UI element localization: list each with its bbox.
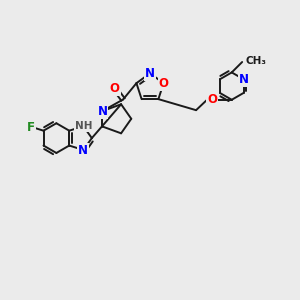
Text: CH₃: CH₃: [246, 56, 267, 65]
Text: F: F: [27, 121, 35, 134]
Text: NH: NH: [75, 121, 92, 131]
Text: N: N: [78, 143, 88, 157]
Text: O: O: [159, 77, 169, 90]
Text: N: N: [145, 67, 155, 80]
Text: O: O: [110, 82, 120, 95]
Text: N: N: [98, 105, 107, 118]
Text: N: N: [238, 73, 249, 86]
Text: O: O: [207, 93, 218, 106]
